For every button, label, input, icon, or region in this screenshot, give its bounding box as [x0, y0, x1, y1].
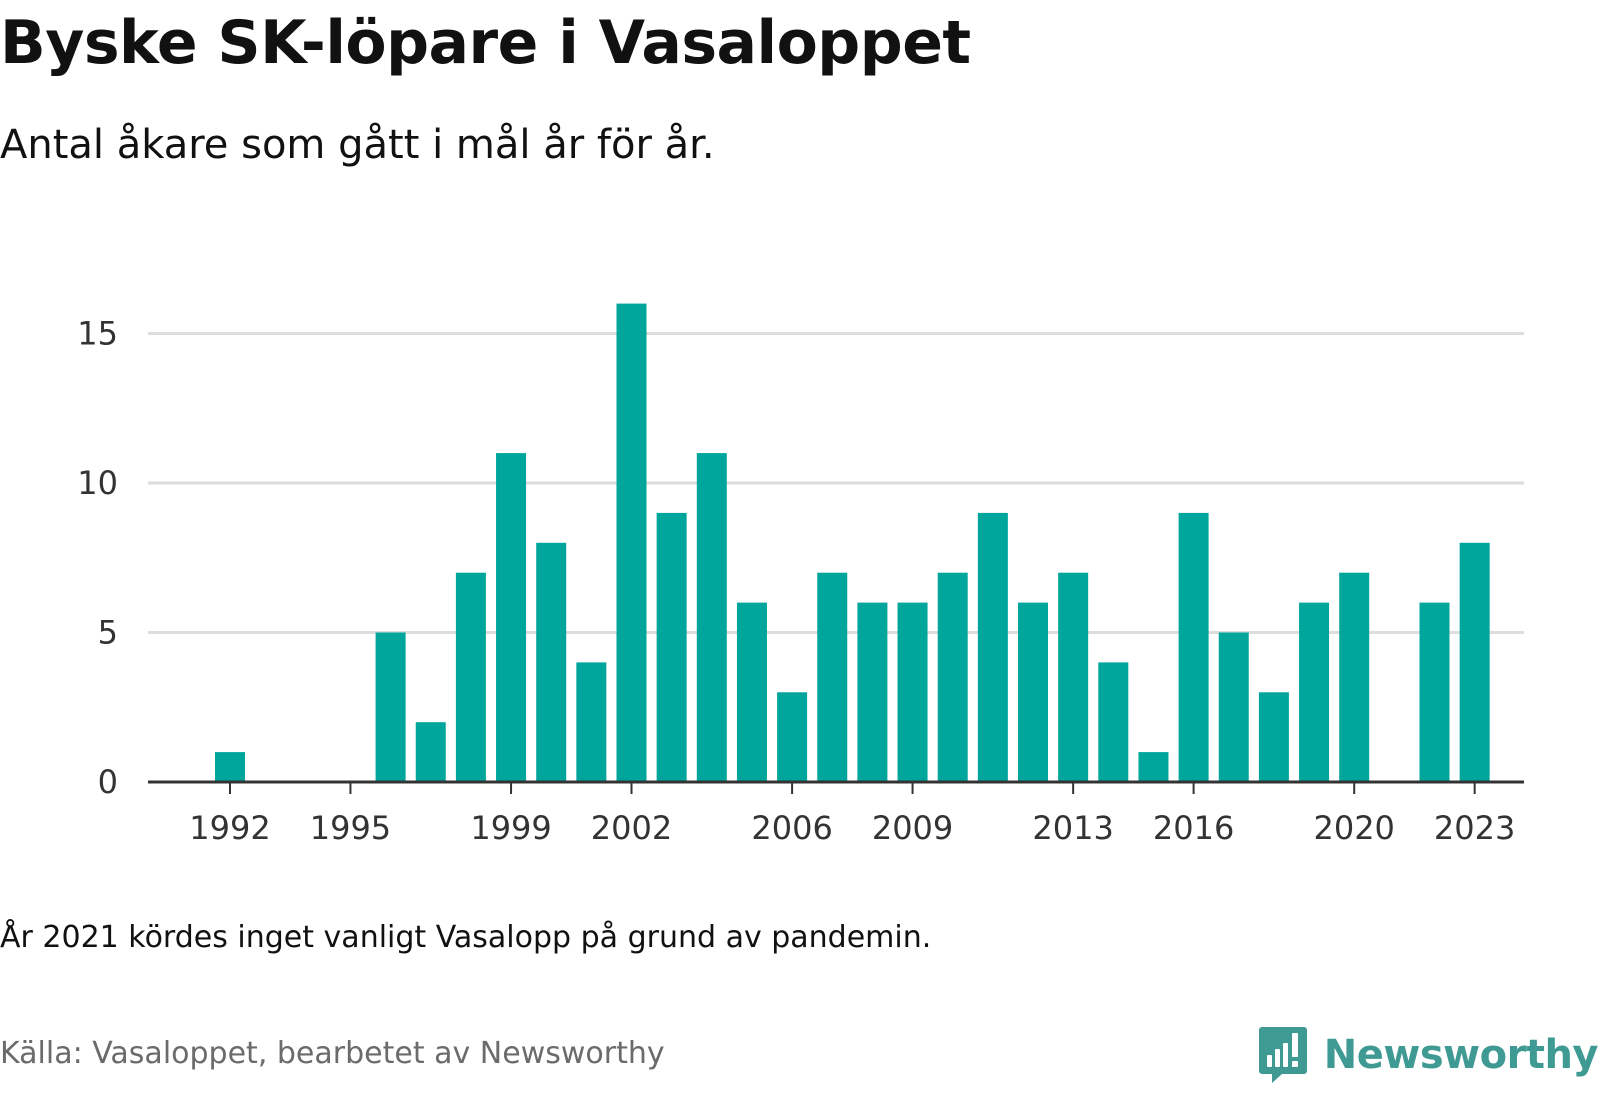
bar-2009 [897, 602, 928, 782]
bar-2016 [1178, 512, 1209, 782]
y-axis-labels: 0 5 10 15 [77, 315, 118, 802]
x-tick-label: 2023 [1434, 809, 1515, 847]
bar-2007 [817, 572, 848, 782]
bar-1997 [415, 722, 446, 782]
bar-2018 [1258, 692, 1289, 782]
bar-chart: 0 5 10 15 1992 1995 1999 2002 2006 2009 2013 2016 2… [77, 303, 1524, 847]
bar-2015 [1138, 752, 1169, 782]
bar-2017 [1218, 632, 1249, 782]
bar-2014 [1098, 662, 1129, 782]
x-tick-label: 2002 [591, 809, 672, 847]
y-tick-label: 15 [77, 315, 118, 353]
bar-2020 [1339, 572, 1370, 782]
x-tick-label: 2009 [872, 809, 953, 847]
bar-2019 [1299, 602, 1330, 782]
bar-2005 [736, 602, 767, 782]
bar-2023 [1459, 542, 1490, 782]
bar-2012 [1018, 602, 1048, 782]
x-tick-label: 1995 [310, 809, 391, 847]
bar-2010 [937, 572, 968, 782]
bar-2022 [1419, 602, 1450, 782]
bar-2000 [536, 542, 567, 782]
y-tick-label: 0 [98, 763, 118, 801]
bar-1999 [496, 453, 527, 782]
source-text: Källa: Vasaloppet, bearbetet av Newswort… [0, 1036, 665, 1071]
y-tick-label: 5 [98, 614, 118, 652]
brand-name: Newsworthy [1323, 1032, 1599, 1078]
bar-2006 [777, 692, 808, 782]
x-tick-label: 2013 [1032, 809, 1113, 847]
footnote: År 2021 kördes inget vanligt Vasalopp på… [0, 920, 932, 955]
bar-2004 [696, 453, 727, 782]
bar-2008 [857, 602, 888, 782]
bar-2001 [576, 662, 607, 782]
x-axis [148, 780, 1524, 794]
bar-1998 [455, 572, 486, 782]
bar-2013 [1058, 572, 1089, 782]
newsworthy-logo-icon [1258, 1027, 1307, 1083]
bar-1996 [375, 632, 406, 782]
bar-2002 [616, 303, 647, 782]
x-tick-label: 1992 [189, 809, 270, 847]
bar-2011 [977, 512, 1008, 782]
bar-2003 [656, 512, 687, 782]
x-tick-label: 2006 [751, 809, 832, 847]
y-tick-label: 10 [77, 464, 118, 502]
bar-1992 [215, 752, 245, 782]
chart-title: Byske SK-löpare i Vasaloppet [0, 8, 971, 78]
x-axis-labels: 1992 1995 1999 2002 2006 2009 2013 2016 2020 2023 [189, 809, 1515, 847]
x-tick-label: 1999 [470, 809, 551, 847]
x-tick-label: 2016 [1153, 809, 1234, 847]
chart-subtitle: Antal åkare som gått i mål år för år. [0, 122, 715, 168]
x-tick-label: 2020 [1313, 809, 1394, 847]
bars [215, 303, 1490, 782]
brand-logo: Newsworthy [1258, 1020, 1599, 1090]
